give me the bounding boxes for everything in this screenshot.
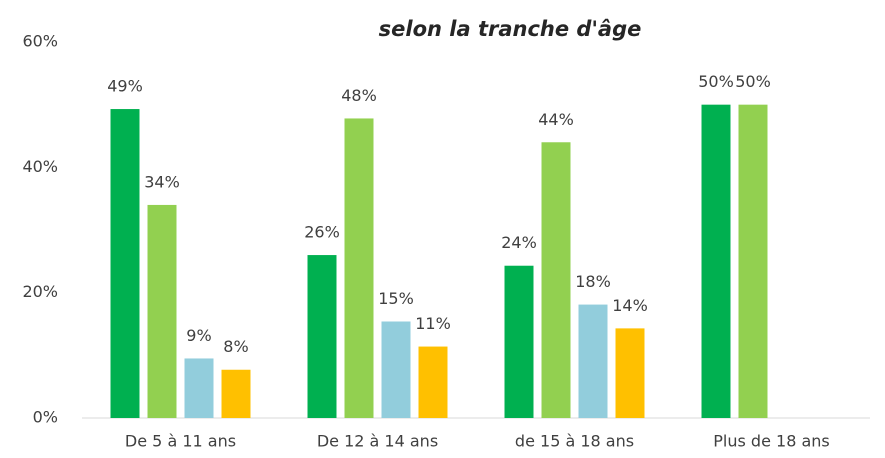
data-label: 9% <box>186 326 211 345</box>
y-tick-label: 40% <box>22 157 58 176</box>
bar <box>307 255 337 418</box>
bar <box>615 328 645 418</box>
bar <box>110 109 140 418</box>
data-label: 34% <box>144 172 180 191</box>
data-label: 49% <box>107 77 143 96</box>
bar <box>381 321 411 418</box>
x-tick-label: De 5 à 11 ans <box>125 432 236 451</box>
data-label: 24% <box>501 233 537 252</box>
bar <box>344 118 374 418</box>
bar <box>418 346 448 418</box>
x-tick-label: De 12 à 14 ans <box>317 432 438 451</box>
bar <box>504 265 534 418</box>
data-label: 11% <box>415 314 451 333</box>
y-tick-label: 20% <box>22 282 58 301</box>
bar <box>738 104 768 419</box>
data-label: 18% <box>575 272 611 291</box>
data-label: 50% <box>698 72 734 91</box>
data-label: 14% <box>612 296 648 315</box>
bar <box>701 104 731 419</box>
x-tick-label: de 15 à 18 ans <box>515 432 634 451</box>
bar <box>147 204 177 418</box>
data-label: 44% <box>538 110 574 129</box>
y-tick-label: 60% <box>22 32 58 51</box>
chart-title: selon la tranche d'âge <box>379 17 642 41</box>
data-label: 8% <box>223 337 248 356</box>
bar <box>221 369 251 418</box>
data-label: 48% <box>341 86 377 105</box>
x-tick-label: Plus de 18 ans <box>713 432 829 451</box>
data-label: 15% <box>378 289 414 308</box>
bar <box>541 142 571 418</box>
data-label: 50% <box>735 72 771 91</box>
bar <box>578 304 608 418</box>
data-label: 26% <box>304 223 340 242</box>
bar <box>184 358 214 418</box>
y-tick-label: 0% <box>33 408 58 427</box>
